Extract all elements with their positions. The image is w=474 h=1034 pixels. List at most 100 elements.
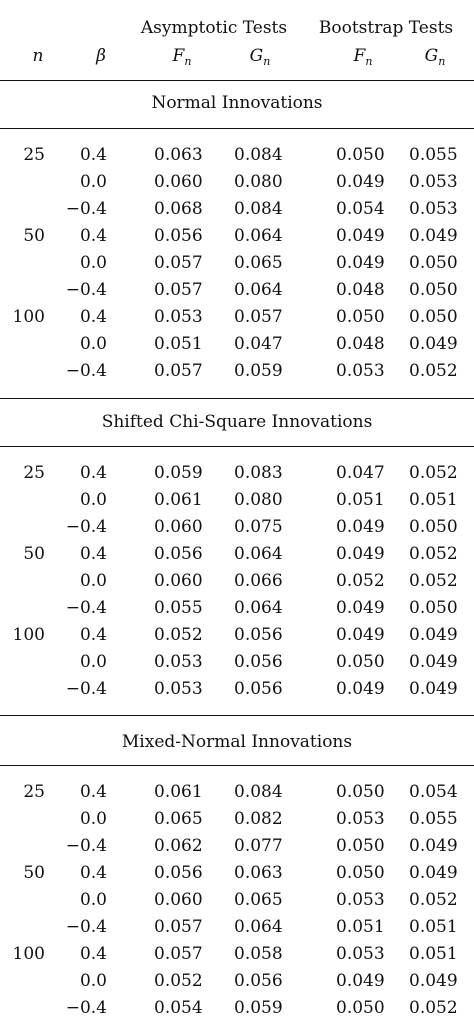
- cell-boot-g: 0.053: [409, 172, 458, 192]
- section-divider-rule: [0, 715, 474, 716]
- cell-beta: −0.4: [65, 199, 107, 219]
- cell-asym-f: 0.057: [154, 280, 203, 300]
- cell-boot-g: 0.050: [409, 517, 458, 537]
- cell-asym-g: 0.084: [234, 145, 283, 165]
- cell-boot-g: 0.051: [409, 917, 458, 937]
- cell-asym-f: 0.056: [154, 226, 203, 246]
- cell-beta: 0.4: [79, 782, 107, 802]
- cell-asym-f: 0.061: [154, 490, 203, 510]
- cell-boot-g: 0.052: [409, 890, 458, 910]
- table-row: −0.4 0.057 0.059 0.053 0.052: [0, 358, 474, 385]
- cell-beta: −0.4: [65, 998, 107, 1018]
- cell-asym-f: 0.057: [154, 944, 203, 964]
- cell-boot-g: 0.054: [409, 782, 458, 802]
- cell-boot-f: 0.049: [336, 971, 385, 991]
- cell-beta: 0.4: [79, 145, 107, 165]
- table-row: 50 0.4 0.056 0.064 0.049 0.052: [0, 541, 474, 568]
- cell-boot-f: 0.053: [336, 944, 385, 964]
- group-header-bootstrap: Bootstrap Tests: [318, 18, 454, 38]
- cell-beta: 0.0: [79, 971, 107, 991]
- col-header-boot-f: Fn: [354, 46, 373, 68]
- table-row: 25 0.4 0.059 0.083 0.047 0.052: [0, 460, 474, 487]
- cell-boot-g: 0.052: [409, 998, 458, 1018]
- cell-boot-f: 0.050: [336, 863, 385, 883]
- cell-asym-f: 0.051: [154, 334, 203, 354]
- table-row: −0.4 0.060 0.075 0.049 0.050: [0, 514, 474, 541]
- cell-boot-g: 0.052: [409, 463, 458, 483]
- cell-beta: 0.0: [79, 490, 107, 510]
- table-row: 50 0.4 0.056 0.064 0.049 0.049: [0, 223, 474, 250]
- cell-boot-g: 0.055: [409, 145, 458, 165]
- cell-beta: −0.4: [65, 679, 107, 699]
- cell-boot-g: 0.049: [409, 334, 458, 354]
- cell-asym-g: 0.066: [234, 571, 283, 591]
- cell-asym-g: 0.083: [234, 463, 283, 483]
- cell-asym-g: 0.064: [234, 917, 283, 937]
- cell-asym-g: 0.064: [234, 598, 283, 618]
- cell-asym-g: 0.077: [234, 836, 283, 856]
- cell-asym-f: 0.068: [154, 199, 203, 219]
- cell-asym-f: 0.057: [154, 917, 203, 937]
- cell-asym-f: 0.060: [154, 517, 203, 537]
- col-header-boot-g: Gn: [425, 46, 446, 68]
- cell-asym-f: 0.060: [154, 571, 203, 591]
- cell-asym-g: 0.057: [234, 307, 283, 327]
- cell-asym-f: 0.053: [154, 652, 203, 672]
- cell-boot-g: 0.052: [409, 361, 458, 381]
- cell-asym-f: 0.061: [154, 782, 203, 802]
- cell-n: 25: [23, 145, 45, 165]
- cell-boot-g: 0.052: [409, 571, 458, 591]
- cell-boot-g: 0.051: [409, 944, 458, 964]
- cell-boot-g: 0.049: [409, 625, 458, 645]
- cell-boot-g: 0.055: [409, 809, 458, 829]
- table-row: 0.0 0.057 0.065 0.049 0.050: [0, 250, 474, 277]
- cell-boot-f: 0.049: [336, 517, 385, 537]
- cell-beta: 0.4: [79, 307, 107, 327]
- table-row: 0.0 0.061 0.080 0.051 0.051: [0, 487, 474, 514]
- cell-boot-g: 0.050: [409, 307, 458, 327]
- cell-beta: 0.0: [79, 652, 107, 672]
- table-row: −0.4 0.068 0.084 0.054 0.053: [0, 196, 474, 223]
- cell-beta: −0.4: [65, 361, 107, 381]
- cell-asym-f: 0.056: [154, 863, 203, 883]
- table-row: 0.0 0.065 0.082 0.053 0.055: [0, 806, 474, 833]
- cell-asym-f: 0.065: [154, 809, 203, 829]
- cell-boot-f: 0.050: [336, 782, 385, 802]
- cell-beta: 0.4: [79, 544, 107, 564]
- cell-boot-f: 0.053: [336, 890, 385, 910]
- cell-boot-g: 0.049: [409, 652, 458, 672]
- cell-boot-g: 0.050: [409, 598, 458, 618]
- cell-asym-f: 0.057: [154, 253, 203, 273]
- table-row: 0.0 0.051 0.047 0.048 0.049: [0, 331, 474, 358]
- cell-beta: −0.4: [65, 598, 107, 618]
- cell-asym-f: 0.057: [154, 361, 203, 381]
- cell-boot-f: 0.049: [336, 598, 385, 618]
- col-header-asym-g-sub: n: [263, 55, 271, 68]
- cell-boot-g: 0.049: [409, 679, 458, 699]
- cell-beta: 0.0: [79, 890, 107, 910]
- cell-n: 50: [23, 863, 45, 883]
- cell-asym-g: 0.059: [234, 998, 283, 1018]
- table-row: −0.4 0.062 0.077 0.050 0.049: [0, 833, 474, 860]
- cell-asym-g: 0.056: [234, 679, 283, 699]
- cell-asym-f: 0.060: [154, 172, 203, 192]
- cell-boot-f: 0.049: [336, 544, 385, 564]
- cell-asym-f: 0.063: [154, 145, 203, 165]
- cell-beta: 0.4: [79, 226, 107, 246]
- header-rule: [0, 80, 474, 81]
- cell-asym-g: 0.080: [234, 490, 283, 510]
- col-header-asym-f-base: F: [172, 46, 185, 66]
- cell-boot-f: 0.047: [336, 463, 385, 483]
- cell-beta: 0.4: [79, 944, 107, 964]
- cell-asym-g: 0.065: [234, 253, 283, 273]
- table-row: −0.4 0.057 0.064 0.048 0.050: [0, 277, 474, 304]
- section-title-shifted-chi-square: Shifted Chi-Square Innovations: [101, 412, 373, 432]
- cell-asym-g: 0.056: [234, 625, 283, 645]
- cell-boot-f: 0.049: [336, 172, 385, 192]
- cell-beta: 0.4: [79, 625, 107, 645]
- cell-beta: −0.4: [65, 836, 107, 856]
- cell-asym-g: 0.075: [234, 517, 283, 537]
- cell-n: 100: [12, 944, 45, 964]
- cell-asym-g: 0.065: [234, 890, 283, 910]
- section-rule: [0, 446, 474, 447]
